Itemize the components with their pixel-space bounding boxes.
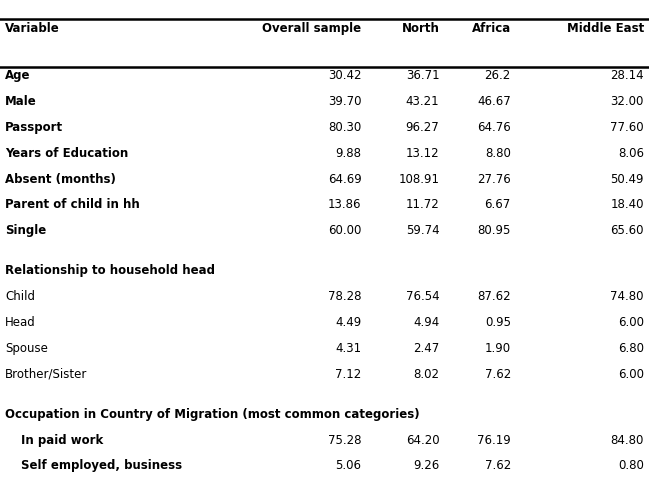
Text: Child: Child xyxy=(5,290,35,303)
Text: 6.67: 6.67 xyxy=(485,198,511,211)
Text: Self employed, business: Self employed, business xyxy=(21,459,182,472)
Text: Spouse: Spouse xyxy=(5,342,48,355)
Text: 65.60: 65.60 xyxy=(610,224,644,237)
Text: Middle East: Middle East xyxy=(567,22,644,34)
Text: 60.00: 60.00 xyxy=(328,224,361,237)
Text: Africa: Africa xyxy=(472,22,511,34)
Text: 8.02: 8.02 xyxy=(413,368,439,380)
Text: 84.80: 84.80 xyxy=(611,434,644,446)
Text: Variable: Variable xyxy=(5,22,60,34)
Text: Relationship to household head: Relationship to household head xyxy=(5,264,215,277)
Text: 9.88: 9.88 xyxy=(336,147,361,160)
Text: 11.72: 11.72 xyxy=(406,198,439,211)
Text: 43.21: 43.21 xyxy=(406,95,439,108)
Text: 75.28: 75.28 xyxy=(328,434,361,446)
Text: North: North xyxy=(402,22,439,34)
Text: 26.2: 26.2 xyxy=(485,69,511,82)
Text: 28.14: 28.14 xyxy=(610,69,644,82)
Text: 74.80: 74.80 xyxy=(610,290,644,303)
Text: 78.28: 78.28 xyxy=(328,290,361,303)
Text: Overall sample: Overall sample xyxy=(262,22,361,34)
Text: In paid work: In paid work xyxy=(21,434,104,446)
Text: Head: Head xyxy=(5,316,36,329)
Text: Parent of child in hh: Parent of child in hh xyxy=(5,198,140,211)
Text: Single: Single xyxy=(5,224,47,237)
Text: 39.70: 39.70 xyxy=(328,95,361,108)
Text: 50.49: 50.49 xyxy=(610,173,644,185)
Text: 7.62: 7.62 xyxy=(485,368,511,380)
Text: 6.00: 6.00 xyxy=(618,316,644,329)
Text: Absent (months): Absent (months) xyxy=(5,173,116,185)
Text: 64.76: 64.76 xyxy=(477,121,511,134)
Text: Age: Age xyxy=(5,69,31,82)
Text: 4.49: 4.49 xyxy=(336,316,361,329)
Text: 64.20: 64.20 xyxy=(406,434,439,446)
Text: 7.62: 7.62 xyxy=(485,459,511,472)
Text: 36.71: 36.71 xyxy=(406,69,439,82)
Text: 46.67: 46.67 xyxy=(477,95,511,108)
Text: 27.76: 27.76 xyxy=(477,173,511,185)
Text: 6.80: 6.80 xyxy=(618,342,644,355)
Text: 76.54: 76.54 xyxy=(406,290,439,303)
Text: 8.06: 8.06 xyxy=(618,147,644,160)
Text: 9.26: 9.26 xyxy=(413,459,439,472)
Text: Years of Education: Years of Education xyxy=(5,147,129,160)
Text: 80.30: 80.30 xyxy=(328,121,361,134)
Text: 6.00: 6.00 xyxy=(618,368,644,380)
Text: 32.00: 32.00 xyxy=(611,95,644,108)
Text: 4.94: 4.94 xyxy=(413,316,439,329)
Text: 0.95: 0.95 xyxy=(485,316,511,329)
Text: 7.12: 7.12 xyxy=(336,368,361,380)
Text: 30.42: 30.42 xyxy=(328,69,361,82)
Text: 13.86: 13.86 xyxy=(328,198,361,211)
Text: 18.40: 18.40 xyxy=(610,198,644,211)
Text: 80.95: 80.95 xyxy=(478,224,511,237)
Text: Passport: Passport xyxy=(5,121,64,134)
Text: 2.47: 2.47 xyxy=(413,342,439,355)
Text: 64.69: 64.69 xyxy=(328,173,361,185)
Text: Occupation in Country of Migration (most common categories): Occupation in Country of Migration (most… xyxy=(5,408,420,421)
Text: 87.62: 87.62 xyxy=(477,290,511,303)
Text: 5.06: 5.06 xyxy=(336,459,361,472)
Text: 0.80: 0.80 xyxy=(618,459,644,472)
Text: 13.12: 13.12 xyxy=(406,147,439,160)
Text: 4.31: 4.31 xyxy=(336,342,361,355)
Text: 96.27: 96.27 xyxy=(406,121,439,134)
Text: Brother/Sister: Brother/Sister xyxy=(5,368,88,380)
Text: 1.90: 1.90 xyxy=(485,342,511,355)
Text: 76.19: 76.19 xyxy=(477,434,511,446)
Text: Male: Male xyxy=(5,95,37,108)
Text: 8.80: 8.80 xyxy=(485,147,511,160)
Text: 108.91: 108.91 xyxy=(398,173,439,185)
Text: 59.74: 59.74 xyxy=(406,224,439,237)
Text: 77.60: 77.60 xyxy=(610,121,644,134)
